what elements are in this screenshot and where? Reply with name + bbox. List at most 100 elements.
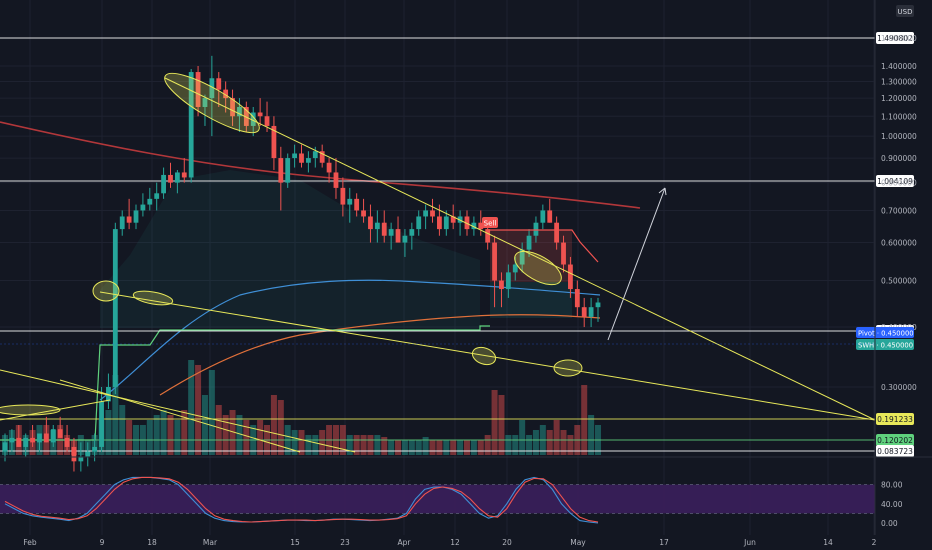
candle-body <box>368 216 373 230</box>
ma-long-line <box>0 121 641 209</box>
volume-bar <box>305 435 312 455</box>
stoch-tick-label: 0.00 <box>881 519 898 528</box>
price-tick-label: 1.600000 <box>881 34 917 43</box>
currency-badge[interactable]: USD <box>896 5 914 17</box>
volume-bar <box>581 385 588 455</box>
volume-bar <box>195 365 202 455</box>
price-tag-label: Pivot · 0.450000 <box>858 330 914 338</box>
price-tick-label: 0.700000 <box>881 206 917 215</box>
price-axis[interactable]: 1.600000 1.400000 1.300000 1.200000 1.100000… <box>0 0 917 535</box>
volume-bar <box>112 375 119 455</box>
candle-body <box>216 78 222 90</box>
volume-bar <box>353 435 360 455</box>
volume-bar <box>243 420 250 455</box>
highlight-ellipse <box>553 359 583 377</box>
volume-bar <box>215 405 222 455</box>
level-label: 0.083723 <box>877 447 913 456</box>
candle-body <box>57 429 63 438</box>
projection-arrow-line <box>607 187 666 341</box>
volume-bar <box>450 440 457 455</box>
sell-signal-line <box>490 229 599 263</box>
price-tick-label: 0.900000 <box>881 154 917 163</box>
candle-body <box>409 229 415 236</box>
candle-body <box>71 446 77 462</box>
volume-bar <box>532 430 539 455</box>
volume-bar <box>105 410 112 455</box>
support-trendline <box>99 291 876 421</box>
volume-bar <box>312 435 319 455</box>
level-label: 0.191233 <box>877 415 913 424</box>
candle-body <box>133 210 139 223</box>
price-tick-label: 1.100000 <box>881 112 917 121</box>
trendline-drawings[interactable]: Sell <box>0 64 876 453</box>
candle-body <box>499 280 504 290</box>
candle-body <box>209 78 215 99</box>
support-step-line <box>0 325 490 441</box>
price-tick-label: 0.500000 <box>881 277 917 286</box>
candle-body <box>23 437 29 447</box>
price-tag-label: SWH · 0.450000 <box>858 342 913 350</box>
sell-tag-bg <box>482 217 498 228</box>
candle-body <box>547 210 553 223</box>
candle-body <box>354 198 360 211</box>
currency-label: USD <box>898 8 913 16</box>
volume-bar <box>526 435 533 455</box>
candle-body <box>374 222 380 230</box>
volume-bar <box>126 420 133 455</box>
volume-bar <box>388 440 395 455</box>
time-tick-label: 15 <box>290 538 300 547</box>
candle-body <box>347 198 353 205</box>
lower-trendline-2 <box>59 379 301 453</box>
volume-bar <box>222 415 229 455</box>
volume-bar <box>153 415 160 455</box>
time-tick-label: 18 <box>147 538 157 547</box>
level-label-bg <box>876 175 914 187</box>
candle-body <box>581 307 587 317</box>
volume-bar <box>546 430 553 455</box>
volume-bar <box>181 410 188 455</box>
time-tick-label: 17 <box>659 538 669 547</box>
candle-body <box>595 302 601 308</box>
ma-short-line <box>159 314 601 396</box>
candle-body <box>326 162 332 173</box>
highlight-ellipse <box>514 250 562 286</box>
candle-body <box>512 264 518 273</box>
projection-arrow-head <box>658 187 667 196</box>
candle-body <box>561 242 566 265</box>
candle-body <box>78 456 84 462</box>
price-tag-bg <box>856 327 914 338</box>
volume-bar <box>346 435 353 455</box>
stoch-band-fill <box>0 484 875 514</box>
candle-body <box>250 112 256 126</box>
candle-body <box>554 222 560 243</box>
candle-body <box>443 216 449 230</box>
time-tick-label: 20 <box>502 538 512 547</box>
volume-bar <box>319 430 326 455</box>
candle-body <box>568 264 573 290</box>
volume-bar <box>401 440 408 455</box>
price-tick-label: 0.300000 <box>881 383 917 392</box>
lower-trendline-3 <box>0 399 111 421</box>
highlight-ellipse <box>0 404 61 416</box>
candle-body <box>292 153 298 159</box>
candle-body <box>223 89 229 99</box>
time-axis[interactable]: Feb 9 18 Mar 15 23 Apr 12 20 May 17 Jun 14 2 <box>23 538 876 547</box>
candle-body <box>395 229 401 243</box>
price-tick-label: 1.300000 <box>881 77 917 86</box>
volume-bar <box>374 435 381 455</box>
volume-bar <box>457 440 464 455</box>
candle-body <box>519 249 525 265</box>
volume-bar <box>395 440 402 455</box>
time-tick-label: 2 <box>872 538 877 547</box>
candle-body <box>30 437 35 443</box>
highlight-ellipse <box>132 290 174 306</box>
candle-body <box>505 272 511 290</box>
sell-tag-label: Sell <box>484 220 497 228</box>
candle-body <box>243 106 249 126</box>
volume-bar <box>381 437 388 455</box>
candle-body <box>16 437 22 447</box>
volume-bar <box>429 440 436 455</box>
volume-bar <box>146 420 153 455</box>
